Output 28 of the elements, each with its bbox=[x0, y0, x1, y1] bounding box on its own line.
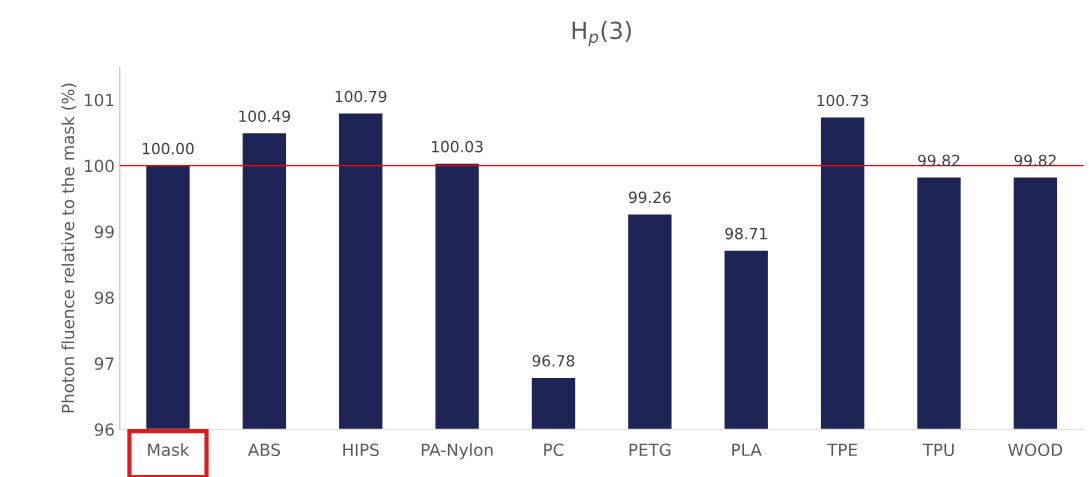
x-tick-label: TPU bbox=[922, 443, 954, 457]
data-label: 100.49 bbox=[239, 110, 291, 123]
y-tick-label: 96 bbox=[94, 423, 114, 436]
x-tick-label: PA-Nylon bbox=[421, 443, 493, 460]
x-tick-label: PETG bbox=[629, 443, 671, 457]
data-label: 100.03 bbox=[432, 140, 483, 153]
data-label: 100.79 bbox=[335, 90, 387, 103]
x-tick-label: WOOD bbox=[1008, 443, 1063, 457]
x-tick-label: ABS bbox=[247, 443, 280, 457]
data-label: 100.73 bbox=[817, 94, 869, 107]
y-tick-label: 98 bbox=[94, 291, 114, 305]
y-axis-title: Photon fluence relative to the mask (%) bbox=[61, 83, 77, 413]
data-label: 99.82 bbox=[918, 154, 960, 167]
data-label: 99.82 bbox=[1014, 154, 1056, 167]
data-label: 100.00 bbox=[142, 142, 194, 155]
x-tick-label: Mask bbox=[148, 443, 190, 457]
x-tick-label: TPE bbox=[827, 443, 857, 456]
x-tick-label: HIPS bbox=[343, 443, 379, 457]
y-tick-label: 101 bbox=[84, 93, 114, 107]
y-tick-label: 99 bbox=[94, 225, 114, 239]
y-tick-label: 97 bbox=[94, 357, 114, 370]
data-label: 99.26 bbox=[628, 191, 671, 204]
y-tick-label: 100 bbox=[84, 159, 114, 173]
data-label: 98.71 bbox=[725, 227, 767, 240]
chart-title: H$_{p}$(3) bbox=[572, 21, 631, 47]
x-tick-label: PLA bbox=[732, 443, 762, 456]
data-label: 96.78 bbox=[532, 355, 575, 367]
x-tick-label: PC bbox=[544, 443, 564, 457]
